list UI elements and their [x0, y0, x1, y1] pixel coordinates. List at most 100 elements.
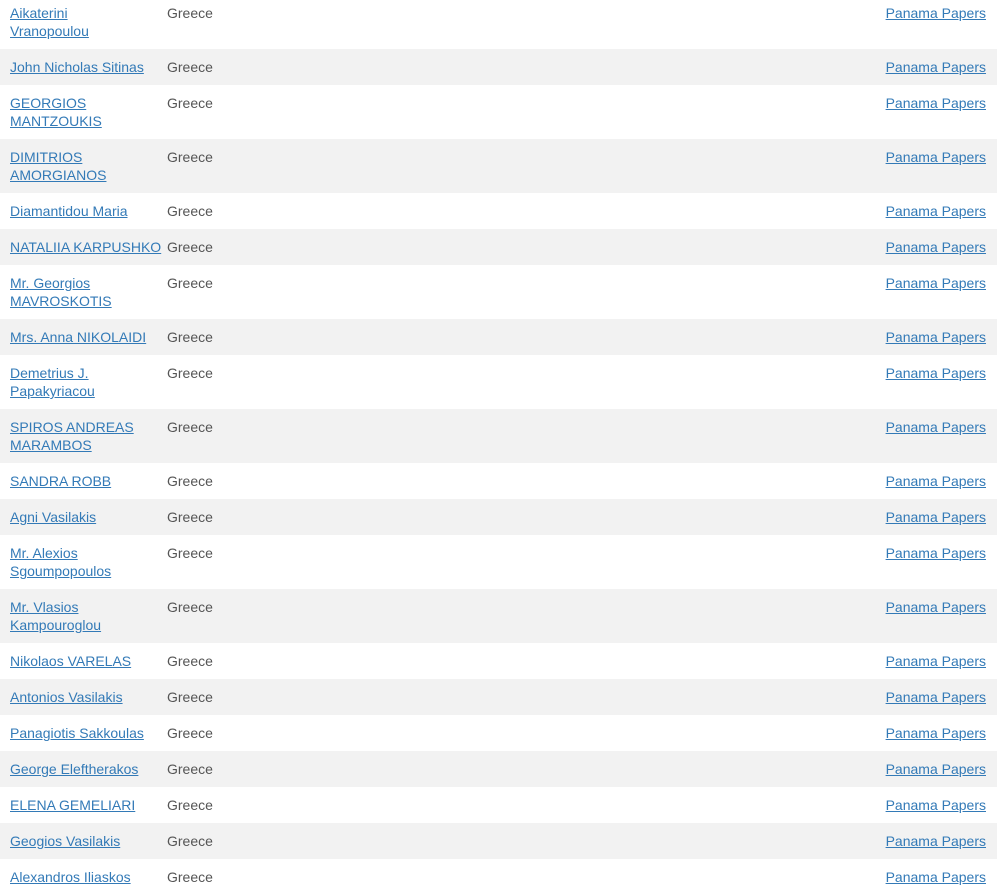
- country-cell: Greece: [157, 193, 786, 229]
- table-row: ELENA GEMELIARI Greece Panama Papers: [0, 787, 997, 823]
- country-label: Greece: [167, 95, 213, 111]
- officer-name-link[interactable]: Geogios Vasilakis: [10, 833, 121, 849]
- data-source-cell: Panama Papers: [786, 193, 997, 229]
- country-label: Greece: [167, 5, 213, 21]
- table-row: Mr. Alexios Sgoumpopoulos Greece Panama …: [0, 535, 997, 589]
- data-source-link[interactable]: Panama Papers: [885, 725, 986, 741]
- data-source-link[interactable]: Panama Papers: [885, 239, 986, 255]
- data-source-link[interactable]: Panama Papers: [885, 203, 986, 219]
- officer-name-link[interactable]: Mr. Vlasios Kampouroglou: [10, 599, 102, 633]
- data-source-link[interactable]: Panama Papers: [885, 689, 986, 705]
- officer-name-link[interactable]: Agni Vasilakis: [10, 509, 97, 525]
- officer-name-link[interactable]: Panagiotis Sakkoulas: [10, 725, 144, 741]
- country-cell: Greece: [157, 823, 786, 859]
- table-row: DIMITRIOS AMORGIANOS Greece Panama Paper…: [0, 139, 997, 193]
- country-cell: Greece: [157, 787, 786, 823]
- table-row: Diamantidou Maria Greece Panama Papers: [0, 193, 997, 229]
- country-label: Greece: [167, 473, 213, 489]
- data-source-link[interactable]: Panama Papers: [885, 509, 986, 525]
- officer-name-cell: ELENA GEMELIARI: [0, 787, 157, 823]
- officer-name-link[interactable]: Demetrius J. Papakyriacou: [10, 365, 95, 399]
- officer-name-link[interactable]: NATALIIA KARPUSHKO: [10, 239, 162, 255]
- table-row: Mrs. Anna NIKOLAIDI Greece Panama Papers: [0, 319, 997, 355]
- country-cell: Greece: [157, 535, 786, 589]
- officer-name-link[interactable]: GEORGIOS MANTZOUKIS: [10, 95, 102, 129]
- country-label: Greece: [167, 545, 213, 561]
- data-source-link[interactable]: Panama Papers: [885, 5, 986, 21]
- officer-name-link[interactable]: SPIROS ANDREAS MARAMBOS: [10, 419, 134, 453]
- table-row: Demetrius J. Papakyriacou Greece Panama …: [0, 355, 997, 409]
- table-row: George Eleftherakos Greece Panama Papers: [0, 751, 997, 787]
- country-label: Greece: [167, 365, 213, 381]
- country-label: Greece: [167, 725, 213, 741]
- officer-name-link[interactable]: Mr. Alexios Sgoumpopoulos: [10, 545, 112, 579]
- data-source-link[interactable]: Panama Papers: [885, 59, 986, 75]
- officer-name-link[interactable]: Alexandros Iliaskos: [10, 869, 131, 885]
- officer-name-cell: SANDRA ROBB: [0, 463, 157, 499]
- data-source-link[interactable]: Panama Papers: [885, 869, 986, 885]
- country-label: Greece: [167, 833, 213, 849]
- data-source-link[interactable]: Panama Papers: [885, 653, 986, 669]
- table-row: Aikaterini Vranopoulou Greece Panama Pap…: [0, 0, 997, 49]
- data-source-link[interactable]: Panama Papers: [885, 797, 986, 813]
- officer-name-link[interactable]: Diamantidou Maria: [10, 203, 128, 219]
- table-row: Mr. Vlasios Kampouroglou Greece Panama P…: [0, 589, 997, 643]
- data-source-link[interactable]: Panama Papers: [885, 545, 986, 561]
- country-label: Greece: [167, 653, 213, 669]
- officer-name-link[interactable]: SANDRA ROBB: [10, 473, 112, 489]
- officer-name-link[interactable]: Aikaterini Vranopoulou: [10, 5, 89, 39]
- country-cell: Greece: [157, 679, 786, 715]
- country-label: Greece: [167, 59, 213, 75]
- officer-name-link[interactable]: ELENA GEMELIARI: [10, 797, 136, 813]
- officer-name-cell: Mrs. Anna NIKOLAIDI: [0, 319, 157, 355]
- data-source-link[interactable]: Panama Papers: [885, 329, 986, 345]
- country-cell: Greece: [157, 499, 786, 535]
- country-label: Greece: [167, 329, 213, 345]
- country-label: Greece: [167, 797, 213, 813]
- officer-name-link[interactable]: Mr. Georgios MAVROSKOTIS: [10, 275, 112, 309]
- country-cell: Greece: [157, 0, 786, 49]
- officer-name-cell: NATALIIA KARPUSHKO: [0, 229, 161, 265]
- officer-name-link[interactable]: DIMITRIOS AMORGIANOS: [10, 149, 107, 183]
- officer-name-cell: GEORGIOS MANTZOUKIS: [0, 85, 157, 139]
- data-source-cell: Panama Papers: [786, 535, 997, 589]
- officer-name-link[interactable]: Antonios Vasilakis: [10, 689, 123, 705]
- data-source-cell: Panama Papers: [786, 0, 997, 49]
- data-source-cell: Panama Papers: [786, 679, 997, 715]
- country-label: Greece: [167, 239, 213, 255]
- officer-name-cell: Mr. Georgios MAVROSKOTIS: [0, 265, 157, 319]
- table-row: SANDRA ROBB Greece Panama Papers: [0, 463, 997, 499]
- data-source-link[interactable]: Panama Papers: [885, 275, 986, 291]
- data-source-link[interactable]: Panama Papers: [885, 833, 986, 849]
- table-row: Nikolaos VARELAS Greece Panama Papers: [0, 643, 997, 679]
- country-cell: Greece: [157, 751, 786, 787]
- data-source-cell: Panama Papers: [786, 463, 997, 499]
- officer-name-cell: John Nicholas Sitinas: [0, 49, 157, 85]
- officer-name-cell: Geogios Vasilakis: [0, 823, 157, 859]
- officer-name-cell: Alexandros Iliaskos: [0, 859, 157, 895]
- data-source-link[interactable]: Panama Papers: [885, 149, 986, 165]
- officer-name-cell: George Eleftherakos: [0, 751, 157, 787]
- table-row: Panagiotis Sakkoulas Greece Panama Paper…: [0, 715, 997, 751]
- data-source-link[interactable]: Panama Papers: [885, 761, 986, 777]
- table-row: Antonios Vasilakis Greece Panama Papers: [0, 679, 997, 715]
- table-row: GEORGIOS MANTZOUKIS Greece Panama Papers: [0, 85, 997, 139]
- data-source-link[interactable]: Panama Papers: [885, 419, 986, 435]
- officer-name-link[interactable]: John Nicholas Sitinas: [10, 59, 144, 75]
- data-source-link[interactable]: Panama Papers: [885, 365, 986, 381]
- officer-name-link[interactable]: Mrs. Anna NIKOLAIDI: [10, 329, 147, 345]
- officer-name-link[interactable]: Nikolaos VARELAS: [10, 653, 132, 669]
- officer-name-cell: Agni Vasilakis: [0, 499, 157, 535]
- data-source-link[interactable]: Panama Papers: [885, 95, 986, 111]
- officer-name-cell: Panagiotis Sakkoulas: [0, 715, 157, 751]
- country-cell: Greece: [157, 319, 786, 355]
- data-source-link[interactable]: Panama Papers: [885, 599, 986, 615]
- officer-name-cell: Diamantidou Maria: [0, 193, 157, 229]
- table-row: NATALIIA KARPUSHKO Greece Panama Papers: [0, 229, 997, 265]
- officer-name-link[interactable]: George Eleftherakos: [10, 761, 139, 777]
- data-source-link[interactable]: Panama Papers: [885, 473, 986, 489]
- country-label: Greece: [167, 599, 213, 615]
- data-source-cell: Panama Papers: [786, 229, 997, 265]
- data-source-cell: Panama Papers: [786, 859, 997, 895]
- country-cell: Greece: [157, 229, 786, 265]
